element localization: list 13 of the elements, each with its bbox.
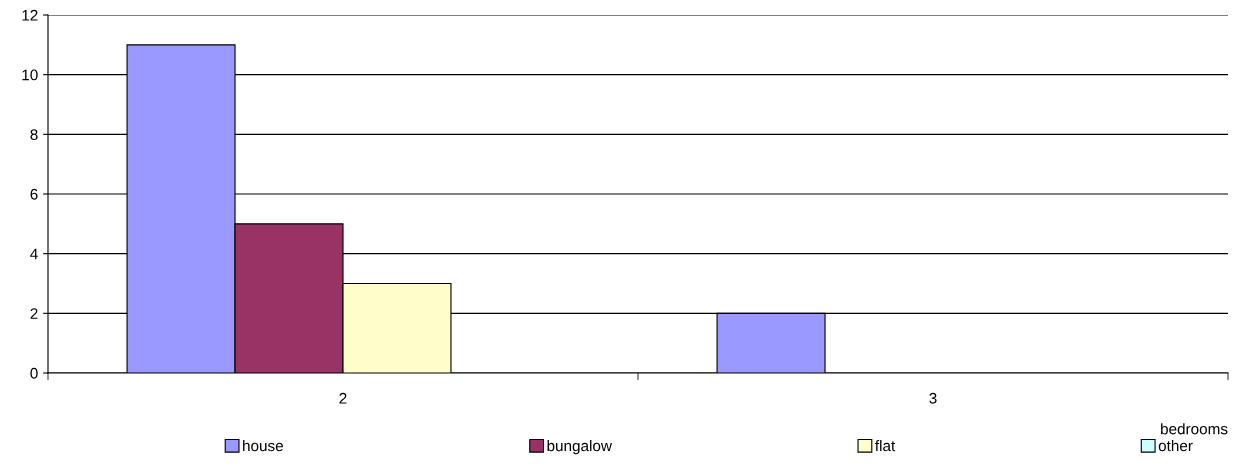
x-axis-title: bedrooms <box>1161 423 1228 435</box>
y-tick-label: 6 <box>30 188 38 200</box>
y-tick-label: 10 <box>22 69 38 81</box>
legend-label: house <box>243 440 283 452</box>
legend-label: other <box>1158 440 1193 452</box>
legend-label: flat <box>875 440 896 452</box>
y-tick-label: 0 <box>30 367 38 379</box>
y-tick-label: 12 <box>22 9 38 21</box>
x-tick-label: 3 <box>929 392 937 404</box>
y-tick-label: 2 <box>30 308 38 319</box>
legend-label: bungalow <box>547 440 612 455</box>
y-tick-label: 4 <box>30 248 38 260</box>
y-tick-label: 8 <box>30 129 38 141</box>
